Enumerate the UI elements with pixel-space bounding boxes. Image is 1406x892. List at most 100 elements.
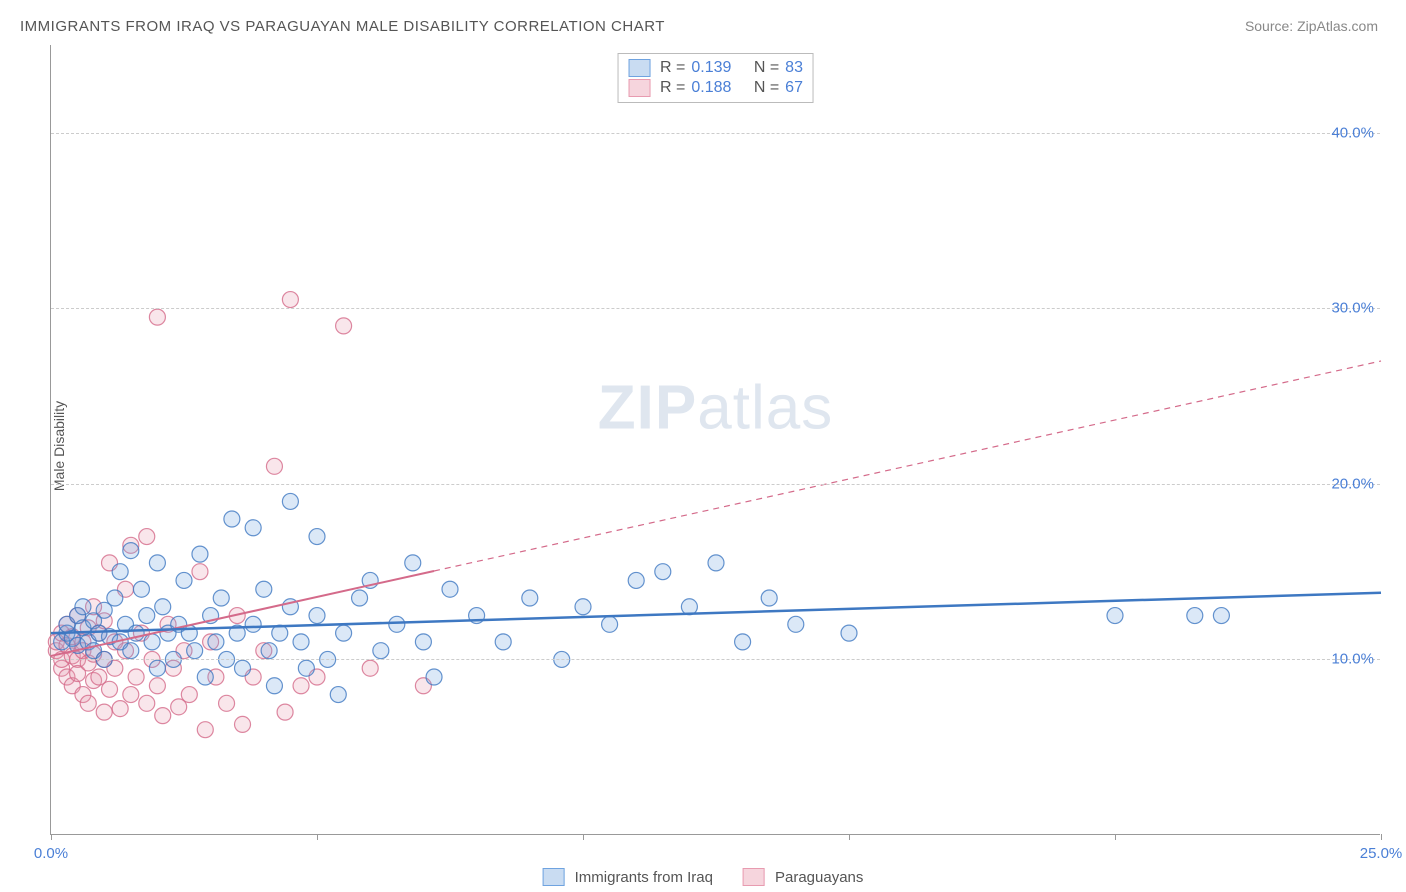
scatter-point <box>123 543 139 559</box>
stats-row: R = 0.139 N = 83 <box>628 58 803 78</box>
legend-swatch <box>743 868 765 886</box>
trend-line-dashed <box>434 361 1381 571</box>
scatter-point <box>149 660 165 676</box>
x-tick <box>51 834 52 840</box>
scatter-point <box>261 643 277 659</box>
scatter-point <box>181 687 197 703</box>
legend-swatch <box>543 868 565 886</box>
scatter-point <box>245 520 261 536</box>
scatter-point <box>602 616 618 632</box>
scatter-point <box>841 625 857 641</box>
x-tick <box>317 834 318 840</box>
scatter-point <box>80 695 96 711</box>
scatter-point <box>149 555 165 571</box>
bottom-legend: Immigrants from Iraq Paraguayans <box>543 868 864 886</box>
n-label: N = <box>749 79 779 97</box>
scatter-point <box>389 616 405 632</box>
scatter-point <box>1213 608 1229 624</box>
gridline <box>51 659 1380 660</box>
y-tick-label: 10.0% <box>1331 651 1374 668</box>
scatter-point <box>192 546 208 562</box>
scatter-point <box>133 581 149 597</box>
source-value: ZipAtlas.com <box>1297 18 1378 34</box>
scatter-point <box>192 564 208 580</box>
source-label: Source: ZipAtlas.com <box>1245 18 1378 34</box>
n-label: N = <box>749 59 779 77</box>
scatter-point <box>309 529 325 545</box>
source-prefix: Source: <box>1245 18 1297 34</box>
scatter-point <box>96 704 112 720</box>
y-tick-label: 30.0% <box>1331 300 1374 317</box>
n-value: 67 <box>785 79 803 97</box>
x-tick <box>849 834 850 840</box>
legend-item: Immigrants from Iraq <box>543 868 713 886</box>
scatter-point <box>495 634 511 650</box>
n-value: 83 <box>785 59 803 77</box>
scatter-point <box>309 608 325 624</box>
scatter-point <box>112 701 128 717</box>
scatter-point <box>123 687 139 703</box>
scatter-point <box>155 599 171 615</box>
scatter-point <box>149 678 165 694</box>
stats-legend-box: R = 0.139 N = 83 R = 0.188 N = 67 <box>617 53 814 103</box>
scatter-point <box>266 458 282 474</box>
scatter-point <box>197 669 213 685</box>
gridline <box>51 484 1380 485</box>
scatter-point <box>373 643 389 659</box>
scatter-point <box>442 581 458 597</box>
scatter-point <box>197 722 213 738</box>
scatter-point <box>293 678 309 694</box>
r-label: R = <box>660 59 685 77</box>
x-tick <box>1381 834 1382 840</box>
scatter-point <box>277 704 293 720</box>
scatter-point <box>176 572 192 588</box>
scatter-point <box>575 599 591 615</box>
x-tick-label: 0.0% <box>34 845 68 862</box>
y-tick-label: 40.0% <box>1331 124 1374 141</box>
scatter-point <box>1107 608 1123 624</box>
scatter-point <box>362 660 378 676</box>
r-value: 0.188 <box>691 79 743 97</box>
legend-label: Paraguayans <box>775 869 863 886</box>
legend-item: Paraguayans <box>743 868 863 886</box>
r-label: R = <box>660 79 685 97</box>
scatter-point <box>213 590 229 606</box>
x-tick-label: 25.0% <box>1360 845 1403 862</box>
scatter-point <box>112 564 128 580</box>
scatter-point <box>219 695 235 711</box>
r-value: 0.139 <box>691 59 743 77</box>
scatter-point <box>293 634 309 650</box>
scatter-point <box>1187 608 1203 624</box>
scatter-point <box>123 643 139 659</box>
scatter-point <box>139 529 155 545</box>
scatter-point <box>352 590 368 606</box>
scatter-point <box>256 581 272 597</box>
scatter-point <box>245 616 261 632</box>
scatter-point <box>187 643 203 659</box>
chart-title: IMMIGRANTS FROM IRAQ VS PARAGUAYAN MALE … <box>20 18 665 35</box>
scatter-point <box>107 590 123 606</box>
scatter-point <box>235 660 251 676</box>
scatter-point <box>761 590 777 606</box>
scatter-point <box>102 681 118 697</box>
scatter-point <box>330 687 346 703</box>
scatter-point <box>655 564 671 580</box>
legend-swatch <box>628 79 650 97</box>
scatter-point <box>405 555 421 571</box>
stats-row: R = 0.188 N = 67 <box>628 78 803 98</box>
scatter-point <box>336 318 352 334</box>
scatter-point <box>415 634 431 650</box>
scatter-point <box>735 634 751 650</box>
scatter-point <box>788 616 804 632</box>
gridline <box>51 308 1380 309</box>
scatter-point <box>266 678 282 694</box>
x-tick <box>583 834 584 840</box>
scatter-point <box>522 590 538 606</box>
gridline <box>51 133 1380 134</box>
scatter-point <box>149 309 165 325</box>
x-tick <box>1115 834 1116 840</box>
scatter-point <box>336 625 352 641</box>
scatter-point <box>282 493 298 509</box>
scatter-point <box>298 660 314 676</box>
scatter-point <box>628 572 644 588</box>
